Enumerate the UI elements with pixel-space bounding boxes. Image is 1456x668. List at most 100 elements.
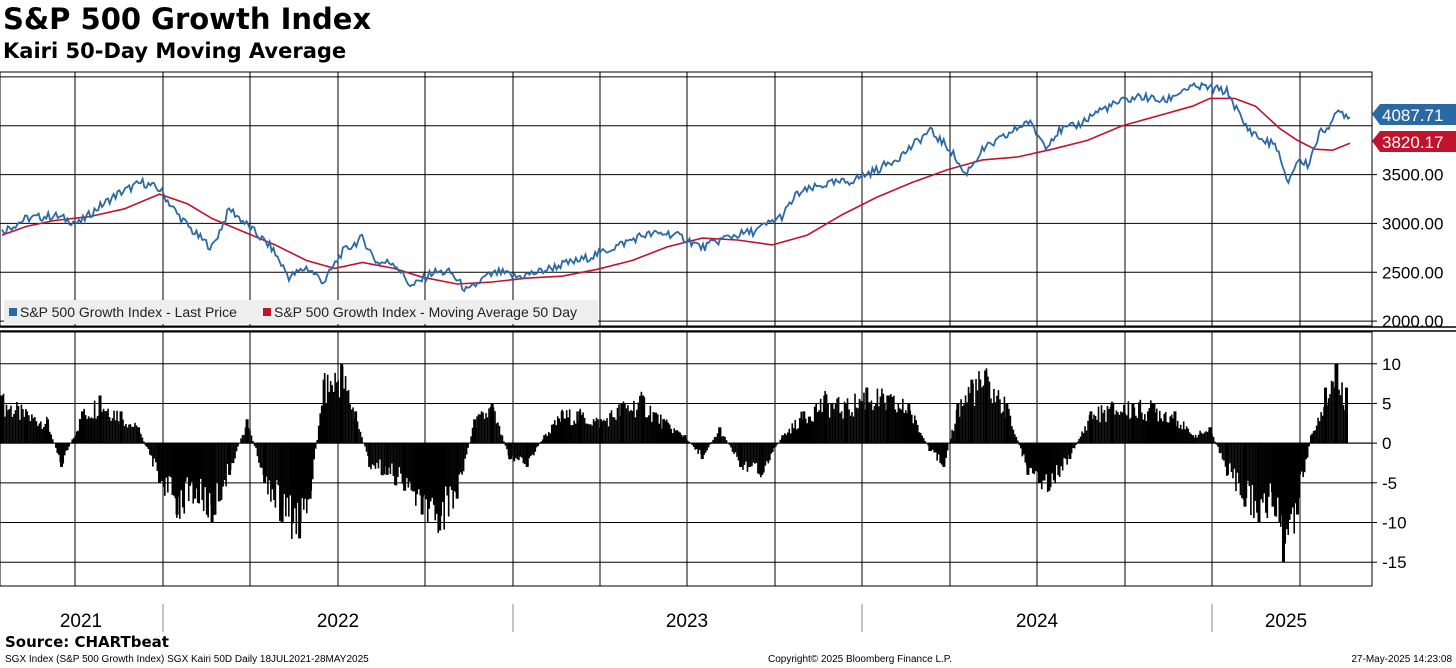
kairi-bar-fill: [703, 443, 705, 455]
kairi-bar-fill: [1139, 399, 1142, 444]
kairi-bar-fill: [852, 416, 855, 444]
kairi-bar-fill: [922, 438, 925, 444]
kairi-bar-fill: [833, 408, 835, 444]
kairi-bar-fill: [137, 432, 139, 444]
kairi-bar-fill: [939, 443, 941, 464]
kairi-bar-fill: [657, 414, 659, 444]
kairi-bar-fill: [462, 443, 465, 472]
kairi-bar-fill: [936, 443, 938, 461]
kairi-bar-fill: [615, 419, 617, 444]
kairi-bar-fill: [410, 443, 413, 491]
kairi-bar-fill: [1058, 443, 1061, 478]
kairi-bar-fill: [559, 421, 562, 444]
kairi-bar-fill: [87, 416, 90, 444]
kairi-bar-fill: [125, 423, 127, 444]
kairi-bar-fill: [11, 416, 14, 444]
kairi-bar-fill: [54, 443, 57, 448]
kairi-bar-fill: [842, 418, 844, 444]
kairi-bar-fill: [586, 423, 589, 444]
kairi-bar-fill: [1093, 414, 1095, 444]
kairi-bar-fill: [277, 443, 280, 486]
last-price-line: [1, 81, 1351, 293]
kairi-bar-fill: [709, 443, 711, 445]
kairi-bar-fill: [509, 443, 511, 460]
kairi-bar-fill: [461, 443, 463, 475]
kairi-bar-fill: [1230, 443, 1233, 472]
kairi-bar-fill: [352, 407, 354, 444]
kairi-bar-fill: [739, 443, 741, 467]
kairi-bar-fill: [1055, 443, 1058, 466]
kairi-bar-fill: [858, 398, 861, 444]
kairi-bar-fill: [1254, 443, 1257, 501]
kairi-bar-fill: [813, 406, 816, 444]
kairi-bar-fill: [119, 424, 121, 444]
kairi-bar-fill: [863, 392, 865, 444]
kairi-bar-fill: [415, 443, 417, 506]
kairi-bar-fill: [837, 397, 840, 444]
kairi-bar-fill: [552, 424, 555, 444]
kairi-bar-fill: [1005, 417, 1007, 444]
kairi-bar-fill: [893, 395, 895, 444]
kairi-bar-fill: [976, 390, 979, 444]
kairi-bar-fill: [199, 443, 202, 479]
kairi-bar-fill: [295, 443, 298, 535]
kairi-bar-fill: [933, 443, 935, 453]
kairi-bar-fill: [786, 432, 789, 444]
kairi-bars: [0, 363, 1372, 563]
kairi-bar-fill: [1326, 404, 1328, 444]
kairi-bar-fill: [1339, 395, 1342, 444]
kairi-bar-fill: [126, 427, 129, 444]
kairi-bar-fill: [341, 366, 344, 444]
kairi-bar-fill: [117, 421, 120, 444]
kairi-bar-fill: [677, 431, 680, 444]
kairi-bar-fill: [4, 416, 6, 444]
kairi-bar-fill: [71, 439, 74, 444]
kairi-bar-fill: [583, 417, 586, 444]
kairi-bar-fill: [639, 395, 641, 444]
kairi-bar-fill: [803, 414, 806, 444]
kairi-bar-fill: [921, 435, 924, 444]
kairi-bar-fill: [743, 443, 746, 465]
kairi-bar-fill: [271, 443, 274, 490]
kairi-bar-fill: [957, 414, 959, 444]
kairi-bar-fill: [183, 443, 186, 514]
kairi-bar-fill: [1030, 443, 1033, 469]
kairi-bar-fill: [742, 443, 744, 470]
kairi-bar-fill: [56, 443, 59, 454]
kairi-bar-fill: [132, 426, 135, 444]
kairi-bar-fill: [304, 443, 307, 499]
kairi-bar-fill: [340, 378, 342, 444]
kairi-bar-fill: [334, 372, 336, 444]
kairi-bar-fill: [882, 393, 885, 444]
kairi-bar-fill: [1239, 443, 1242, 496]
kairi-bar-fill: [999, 399, 1001, 444]
kairi-bar-fill: [843, 401, 846, 444]
kairi-bar-fill: [642, 396, 644, 444]
kairi-bar-fill: [692, 443, 695, 447]
kairi-bar-fill: [916, 424, 919, 444]
year-label-2024: 2024: [1016, 611, 1059, 632]
kairi-bar-fill: [431, 443, 434, 498]
kairi-bar-fill: [534, 443, 537, 452]
kairi-bar-fill: [385, 443, 387, 467]
kairi-bar-fill: [349, 404, 351, 444]
kairi-bar-fill: [296, 443, 299, 503]
kairi-bar-fill: [907, 415, 910, 444]
kairi-bar-fill: [241, 435, 244, 444]
kairi-bar-fill: [680, 434, 683, 444]
kairi-bar-fill: [815, 403, 817, 444]
kairi-bar-fill: [839, 413, 841, 444]
kairi-bar-fill: [359, 431, 362, 444]
kairi-bar-fill: [1272, 443, 1275, 505]
kairi-bar-fill: [376, 443, 378, 463]
kairi-bar-fill: [108, 417, 111, 444]
kairi-bar-fill: [1290, 443, 1293, 515]
kairi-bar-fill: [1126, 415, 1128, 444]
kairi-bar-fill: [849, 415, 852, 444]
kairi-bar-fill: [489, 406, 492, 444]
kairi-bar-fill: [595, 417, 598, 444]
kairi-bar-fill: [1344, 410, 1346, 444]
kairi-bar-fill: [1194, 434, 1197, 444]
kairi-bar-fill: [470, 436, 472, 444]
kairi-bar-fill: [1181, 429, 1183, 444]
